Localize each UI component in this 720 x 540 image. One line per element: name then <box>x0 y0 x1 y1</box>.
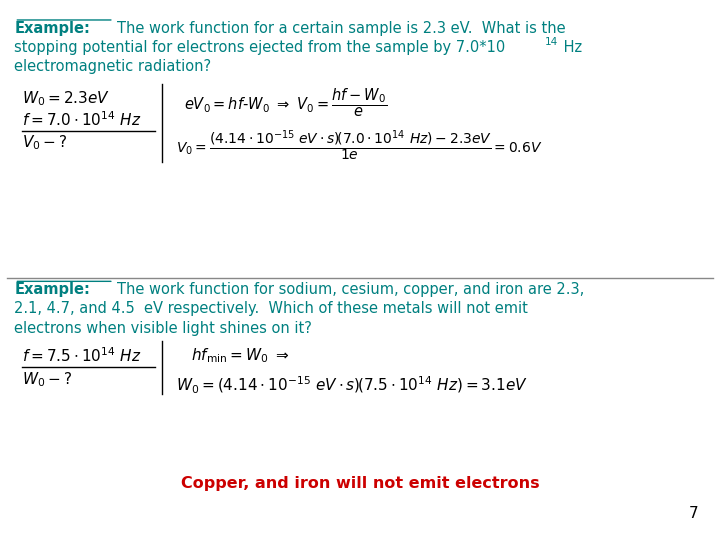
Text: Hz: Hz <box>559 40 582 55</box>
Text: The work function for sodium, cesium, copper, and iron are 2.3,: The work function for sodium, cesium, co… <box>117 282 584 297</box>
Text: 2.1, 4.7, and 4.5  eV respectively.  Which of these metals will not emit: 2.1, 4.7, and 4.5 eV respectively. Which… <box>14 301 528 316</box>
Text: $V_0 = \dfrac{\left(4.14 \cdot 10^{-15}\ eV\cdot s\right)\!\left(7.0 \cdot 10^{1: $V_0 = \dfrac{\left(4.14 \cdot 10^{-15}\… <box>176 129 543 164</box>
Text: stopping potential for electrons ejected from the sample by 7.0*10: stopping potential for electrons ejected… <box>14 40 505 55</box>
Text: $f = 7.0 \cdot 10^{14}\ Hz$: $f = 7.0 \cdot 10^{14}\ Hz$ <box>22 111 141 130</box>
Text: electromagnetic radiation?: electromagnetic radiation? <box>14 59 212 75</box>
Text: $W_0 = 2.3eV$: $W_0 = 2.3eV$ <box>22 89 109 108</box>
Text: 14: 14 <box>545 37 558 47</box>
Text: 7: 7 <box>689 506 698 521</box>
Text: $eV_0 = hf\text{-}W_0\ \Rightarrow\ V_0 = \dfrac{hf - W_0}{e}$: $eV_0 = hf\text{-}W_0\ \Rightarrow\ V_0 … <box>184 86 387 119</box>
Text: $f = 7.5 \cdot 10^{14}\ Hz$: $f = 7.5 \cdot 10^{14}\ Hz$ <box>22 347 141 366</box>
Text: Example:: Example: <box>14 21 90 36</box>
Text: $V_0 - ?$: $V_0 - ?$ <box>22 133 67 152</box>
Text: $W_0 = \left(4.14 \cdot 10^{-15}\ eV\cdot s\right)\!\left(7.5 \cdot 10^{14}\ Hz\: $W_0 = \left(4.14 \cdot 10^{-15}\ eV\cdo… <box>176 375 528 396</box>
Text: electrons when visible light shines on it?: electrons when visible light shines on i… <box>14 321 312 336</box>
Text: Copper, and iron will not emit electrons: Copper, and iron will not emit electrons <box>181 476 539 491</box>
Text: $W_0 - ?$: $W_0 - ?$ <box>22 370 71 389</box>
Text: $hf_{\min} = W_0\ \Rightarrow$: $hf_{\min} = W_0\ \Rightarrow$ <box>191 347 289 366</box>
Text: The work function for a certain sample is 2.3 eV.  What is the: The work function for a certain sample i… <box>117 21 565 36</box>
Text: Example:: Example: <box>14 282 90 297</box>
